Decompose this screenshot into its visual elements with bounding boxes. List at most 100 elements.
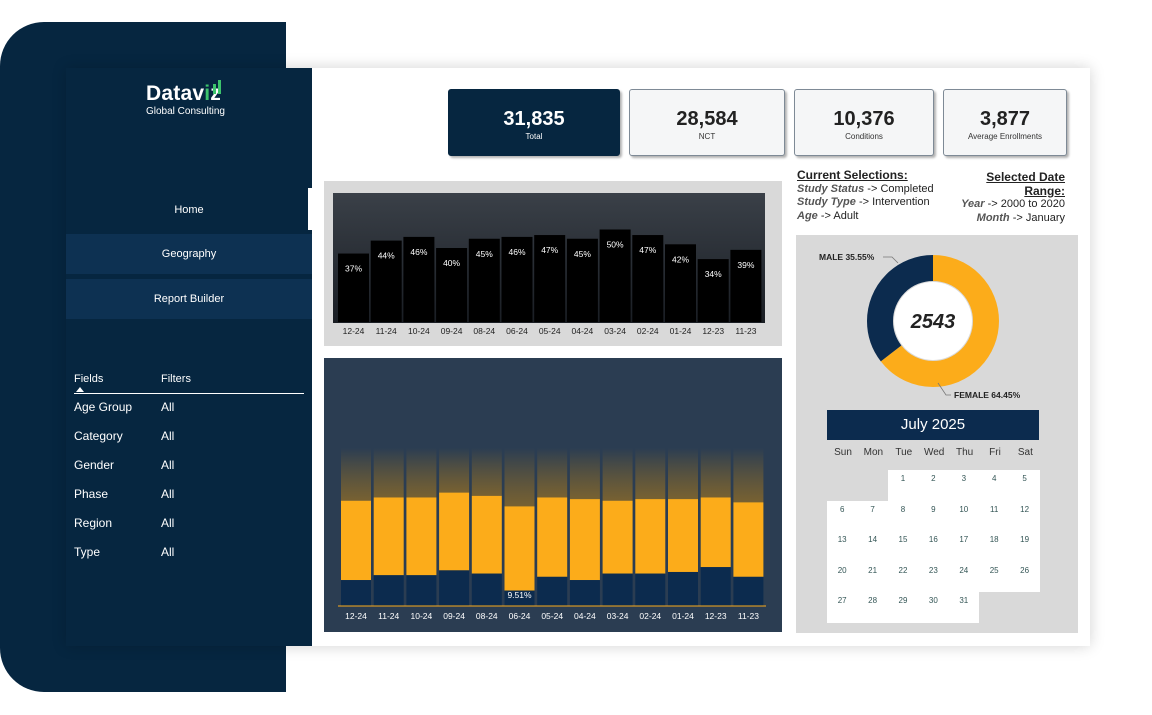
bar-segment-bottom[interactable] xyxy=(700,567,731,606)
calendar-day[interactable]: 11 xyxy=(979,500,1010,531)
stacked-bar-chart[interactable]: 12-24 11-24 10-24 09-24 08-24 06-24 05-24 04-24… xyxy=(324,358,782,632)
nav-geography[interactable]: Geography xyxy=(66,234,312,274)
calendar-day[interactable]: 5 xyxy=(1009,470,1040,501)
calendar-title[interactable]: July 2025 xyxy=(827,410,1039,440)
calendar-day[interactable]: 8 xyxy=(887,500,919,531)
calendar-day[interactable]: 21 xyxy=(857,561,888,592)
kpi-total[interactable]: 31,835 Total xyxy=(448,89,620,156)
x-tick-label: 02-24 xyxy=(637,326,659,336)
bar-segment-top[interactable] xyxy=(700,497,731,568)
calendar-day[interactable]: 25 xyxy=(979,561,1010,592)
bar[interactable] xyxy=(370,240,402,322)
calendar-day[interactable]: 7 xyxy=(857,500,888,531)
calendar-day[interactable]: 24 xyxy=(948,561,979,592)
bar[interactable] xyxy=(403,236,435,322)
calendar-day[interactable]: 4 xyxy=(979,470,1010,501)
bar-segment-top[interactable] xyxy=(406,497,437,576)
bar-segment-bottom[interactable] xyxy=(504,590,535,606)
nav-active-indicator xyxy=(308,188,312,230)
bar[interactable] xyxy=(338,253,369,322)
calendar-day[interactable]: 2 xyxy=(918,470,949,501)
nav-report-builder[interactable]: Report Builder xyxy=(66,279,312,319)
bar-segment-top[interactable] xyxy=(602,500,633,574)
bar-segment-bottom[interactable] xyxy=(439,570,470,606)
bar-segment-top[interactable] xyxy=(504,506,535,591)
bar[interactable] xyxy=(599,229,631,323)
selection-item: Study Type -> Intervention xyxy=(797,196,930,208)
bar-segment-top[interactable] xyxy=(439,492,470,571)
gender-donut-chart[interactable]: 2543 MALE 35.55% FEMALE 64.45% xyxy=(796,235,1078,405)
bar-segment-bottom[interactable] xyxy=(602,573,633,606)
calendar-day[interactable]: 16 xyxy=(918,531,949,562)
bar[interactable] xyxy=(632,235,664,322)
calendar-day[interactable]: 6 xyxy=(827,500,858,531)
calendar-day[interactable]: 26 xyxy=(1009,561,1040,592)
calendar-day[interactable]: 27 xyxy=(827,592,858,623)
nav-home[interactable]: Home xyxy=(174,204,204,216)
bar[interactable] xyxy=(665,244,696,322)
calendar-day[interactable]: 10 xyxy=(948,500,979,531)
bar[interactable] xyxy=(566,238,598,322)
calendar-day[interactable]: 18 xyxy=(979,531,1010,562)
x-tick-label: 10-24 xyxy=(408,326,430,336)
kpi-average-enrollments[interactable]: 3,877 Average Enrollments xyxy=(943,89,1067,156)
bar[interactable] xyxy=(730,249,762,322)
kpi-conditions[interactable]: 10,376 Conditions xyxy=(794,89,934,156)
kpi-value: 28,584 xyxy=(676,108,738,130)
calendar-day[interactable]: 20 xyxy=(827,561,858,592)
bar-segment-top[interactable] xyxy=(537,497,568,577)
bar-segment-top[interactable] xyxy=(635,499,666,574)
calendar-day[interactable]: 22 xyxy=(887,561,919,592)
calendar-day[interactable]: 1 xyxy=(887,470,919,501)
calendar-day[interactable]: 14 xyxy=(857,531,888,562)
bar-segment-bottom[interactable] xyxy=(373,575,404,606)
bar[interactable] xyxy=(468,238,500,322)
percent-bar-chart[interactable]: 37% 12-24 44% 11-24 46% 10-24 40% 09-24 45% 08-24… xyxy=(324,181,782,346)
bar-segment-bottom[interactable] xyxy=(471,573,502,606)
bar-segment-top[interactable] xyxy=(668,499,698,572)
bar[interactable] xyxy=(534,235,566,322)
weekday-label: Wed xyxy=(923,447,945,458)
bar-segment-bottom[interactable] xyxy=(537,576,568,606)
logo-subtitle: Global Consulting xyxy=(146,106,225,117)
bar-segment-bottom[interactable] xyxy=(733,576,764,606)
fields-header: Fields Filters xyxy=(74,372,304,394)
filters-column-header[interactable]: Filters xyxy=(161,373,191,385)
bar-segment-bottom[interactable] xyxy=(635,573,666,606)
date-range-title: Selected Date Range: xyxy=(986,170,1065,198)
logo: Dataviz Global Consulting xyxy=(146,80,225,117)
male-slice[interactable] xyxy=(867,255,999,387)
bar-segment-bottom[interactable] xyxy=(406,575,437,606)
calendar-day[interactable]: 3 xyxy=(948,470,979,501)
current-selections-title: Current Selections: xyxy=(797,168,908,182)
calendar-day[interactable]: 15 xyxy=(887,531,919,562)
calendar-day[interactable]: 17 xyxy=(948,531,979,562)
calendar-day[interactable]: 12 xyxy=(1009,500,1040,531)
x-tick-label: 12-24 xyxy=(345,611,367,621)
calendar-day[interactable]: 23 xyxy=(918,561,949,592)
calendar-day[interactable]: 29 xyxy=(887,592,919,623)
kpi-value: 31,835 xyxy=(503,108,565,130)
bar-segment-top[interactable] xyxy=(373,497,404,576)
female-slice-label: FEMALE 64.45% xyxy=(954,390,1021,400)
calendar-day[interactable]: 30 xyxy=(918,592,949,623)
calendar-day[interactable]: 13 xyxy=(827,531,858,562)
x-tick-label: 11-23 xyxy=(738,611,759,621)
bar-segment-top[interactable] xyxy=(341,500,371,581)
calendar-day[interactable]: 31 xyxy=(948,592,979,623)
calendar-day[interactable]: 28 xyxy=(857,592,888,623)
weekday-label: Tue xyxy=(895,447,913,458)
kpi-nct[interactable]: 28,584 NCT xyxy=(629,89,785,156)
calendar-day[interactable]: 19 xyxy=(1009,531,1040,562)
bar[interactable] xyxy=(697,259,729,322)
fields-column-header[interactable]: Fields xyxy=(74,373,104,385)
bar[interactable] xyxy=(501,236,533,322)
bar-segment-top[interactable] xyxy=(733,502,764,577)
bar-segment-bottom[interactable] xyxy=(341,580,371,606)
bar-segment-bottom[interactable] xyxy=(569,580,600,606)
bar-segment-top[interactable] xyxy=(569,499,600,581)
bar-segment-top[interactable] xyxy=(471,495,502,574)
bar-segment-bottom[interactable] xyxy=(668,571,698,606)
calendar-day[interactable]: 9 xyxy=(918,500,949,531)
bar[interactable] xyxy=(436,248,468,322)
